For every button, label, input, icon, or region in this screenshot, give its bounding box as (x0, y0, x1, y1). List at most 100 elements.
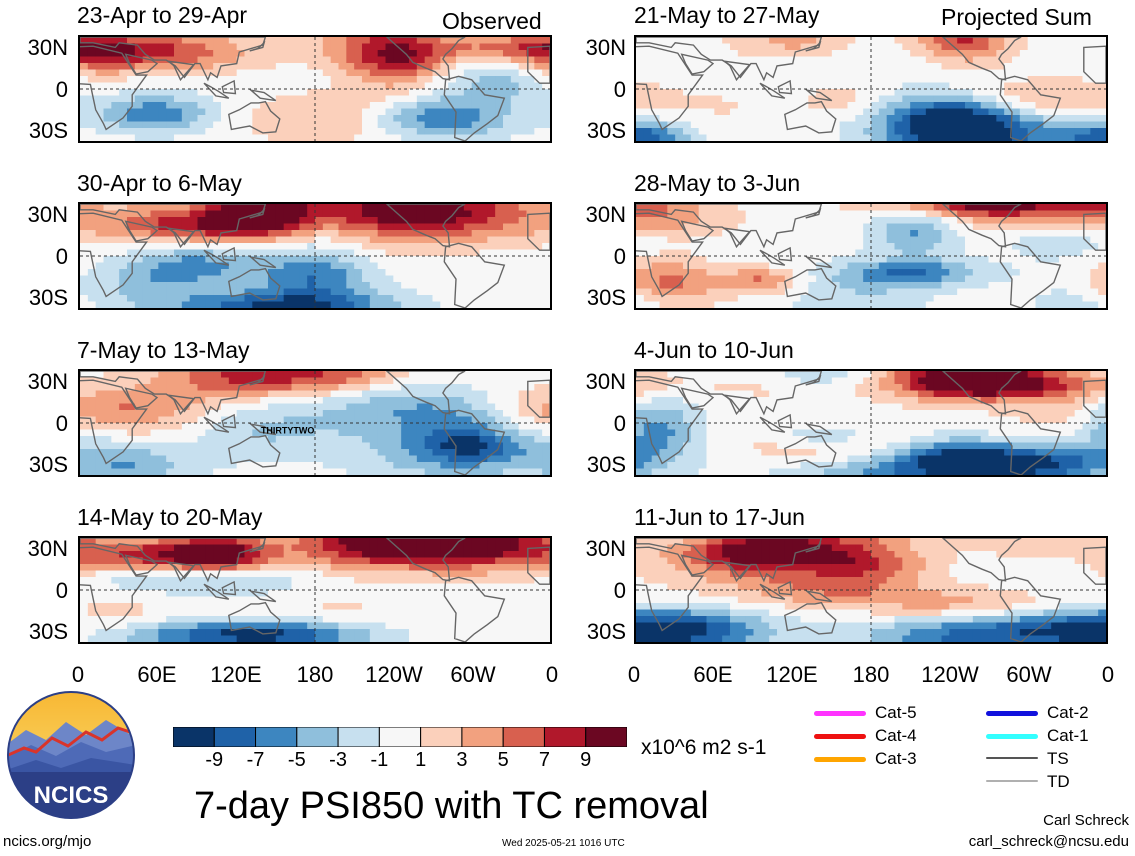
heatmap-cell (385, 236, 394, 244)
heatmap-cell (236, 204, 246, 212)
heatmap-cell (416, 557, 426, 565)
heatmap-cell (910, 37, 919, 45)
heatmap-cell (299, 301, 308, 308)
heatmap-cell (174, 89, 183, 97)
heatmap-cell (479, 223, 488, 231)
heatmap-cell (236, 249, 246, 257)
heatmap-cell (213, 56, 222, 64)
heatmap-cell (268, 262, 277, 270)
psi-heatmap (80, 538, 550, 642)
heatmap-cell (87, 50, 97, 58)
heatmap-cell (1090, 37, 1099, 45)
heatmap-cell (181, 217, 191, 225)
heatmap-cell (424, 609, 434, 617)
heatmap-cell (252, 89, 261, 97)
heatmap-cell (181, 557, 191, 565)
heatmap-cell (753, 43, 762, 51)
heatmap-cell (777, 134, 786, 141)
heatmap-cell (221, 43, 230, 51)
heatmap-cell (456, 564, 465, 572)
heatmap-cell (236, 403, 246, 411)
heatmap-cell (260, 282, 269, 290)
heatmap-cell (111, 295, 120, 303)
heatmap-cell (1051, 121, 1060, 129)
heatmap-cell (448, 544, 457, 552)
heatmap-cell (307, 609, 316, 617)
heatmap-cell (518, 538, 528, 546)
heatmap-cell (416, 551, 426, 559)
heatmap-cell (706, 82, 715, 90)
heatmap-cell (205, 622, 214, 630)
heatmap-cell (283, 282, 293, 290)
heatmap-cell (878, 210, 888, 218)
heatmap-cell (205, 256, 214, 264)
heatmap-cell (369, 236, 379, 244)
heatmap-cell (322, 557, 332, 565)
heatmap-cell (205, 629, 214, 637)
heatmap-cell (228, 603, 238, 611)
coastline (248, 89, 277, 102)
heatmap-cell (322, 115, 332, 123)
heatmap-cell (158, 82, 167, 90)
heatmap-cell (369, 371, 379, 379)
heatmap-cell (456, 89, 465, 97)
heatmap-cell (197, 121, 206, 129)
heatmap-cell (722, 82, 731, 90)
heatmap-cell (181, 564, 191, 572)
heatmap-cell (542, 217, 550, 225)
heatmap-cell (925, 121, 935, 129)
heatmap-cell (205, 275, 214, 283)
heatmap-cell (902, 95, 911, 103)
heatmap-cell (95, 442, 105, 450)
heatmap-cell (784, 43, 794, 51)
heatmap-cell (283, 288, 293, 296)
heatmap-cell (338, 121, 347, 129)
heatmap-cell (268, 544, 277, 552)
heatmap-cell (401, 37, 410, 45)
heatmap-cell (542, 256, 550, 264)
heatmap-cell (252, 134, 261, 141)
heatmap-cell (463, 603, 473, 611)
heatmap-cell (119, 577, 128, 585)
heatmap-cell (761, 50, 770, 58)
heatmap-cell (205, 436, 214, 444)
y-tick-label: 0 (55, 77, 68, 102)
heatmap-cell (275, 564, 285, 572)
heatmap-cell (119, 243, 128, 251)
heatmap-cell (119, 204, 128, 212)
heatmap-cell (80, 301, 89, 308)
heatmap-cell (792, 43, 802, 51)
heatmap-cell (103, 629, 112, 637)
heatmap-cell (197, 108, 206, 116)
heatmap-cell (252, 288, 261, 296)
heatmap-cell (542, 635, 550, 642)
heatmap-cell (542, 442, 550, 450)
heatmap-cell (745, 56, 755, 64)
heatmap-cell (166, 449, 175, 457)
heatmap-cell (440, 455, 449, 463)
heatmap-cell (338, 423, 347, 431)
heatmap-cell (769, 108, 778, 116)
heatmap-cell (315, 115, 324, 123)
heatmap-cell (369, 544, 379, 552)
heatmap-cell (260, 56, 269, 64)
y-tick-label: 30S (28, 619, 68, 644)
heatmap-cell (401, 102, 410, 110)
heatmap-cell (260, 43, 269, 51)
heatmap-cell (698, 115, 708, 123)
heatmap-cell (636, 204, 645, 212)
heatmap-cell (127, 551, 136, 559)
heatmap-cell (816, 43, 825, 51)
coastline (248, 256, 277, 269)
heatmap-cell (949, 69, 958, 77)
heatmap-cell (518, 551, 528, 559)
heatmap-cell (409, 256, 418, 264)
heatmap-cell (1035, 102, 1044, 110)
heatmap-cell (213, 63, 222, 71)
heatmap-cell (667, 108, 676, 116)
heatmap-cell (424, 288, 434, 296)
heatmap-cell (456, 217, 465, 225)
heatmap-cell (1082, 89, 1091, 97)
heatmap-cell (737, 204, 747, 212)
heatmap-cell (315, 275, 324, 283)
